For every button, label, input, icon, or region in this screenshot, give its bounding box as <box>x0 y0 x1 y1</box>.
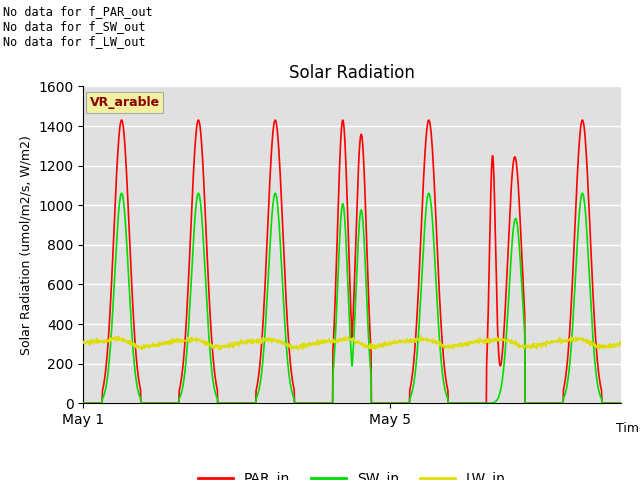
X-axis label: Time: Time <box>616 422 640 435</box>
Legend: PAR_in, SW_in, LW_in: PAR_in, SW_in, LW_in <box>193 466 511 480</box>
Text: No data for f_PAR_out
No data for f_SW_out
No data for f_LW_out: No data for f_PAR_out No data for f_SW_o… <box>3 5 153 48</box>
Y-axis label: Solar Radiation (umol/m2/s, W/m2): Solar Radiation (umol/m2/s, W/m2) <box>20 135 33 355</box>
Text: VR_arable: VR_arable <box>90 96 160 109</box>
Title: Solar Radiation: Solar Radiation <box>289 64 415 82</box>
